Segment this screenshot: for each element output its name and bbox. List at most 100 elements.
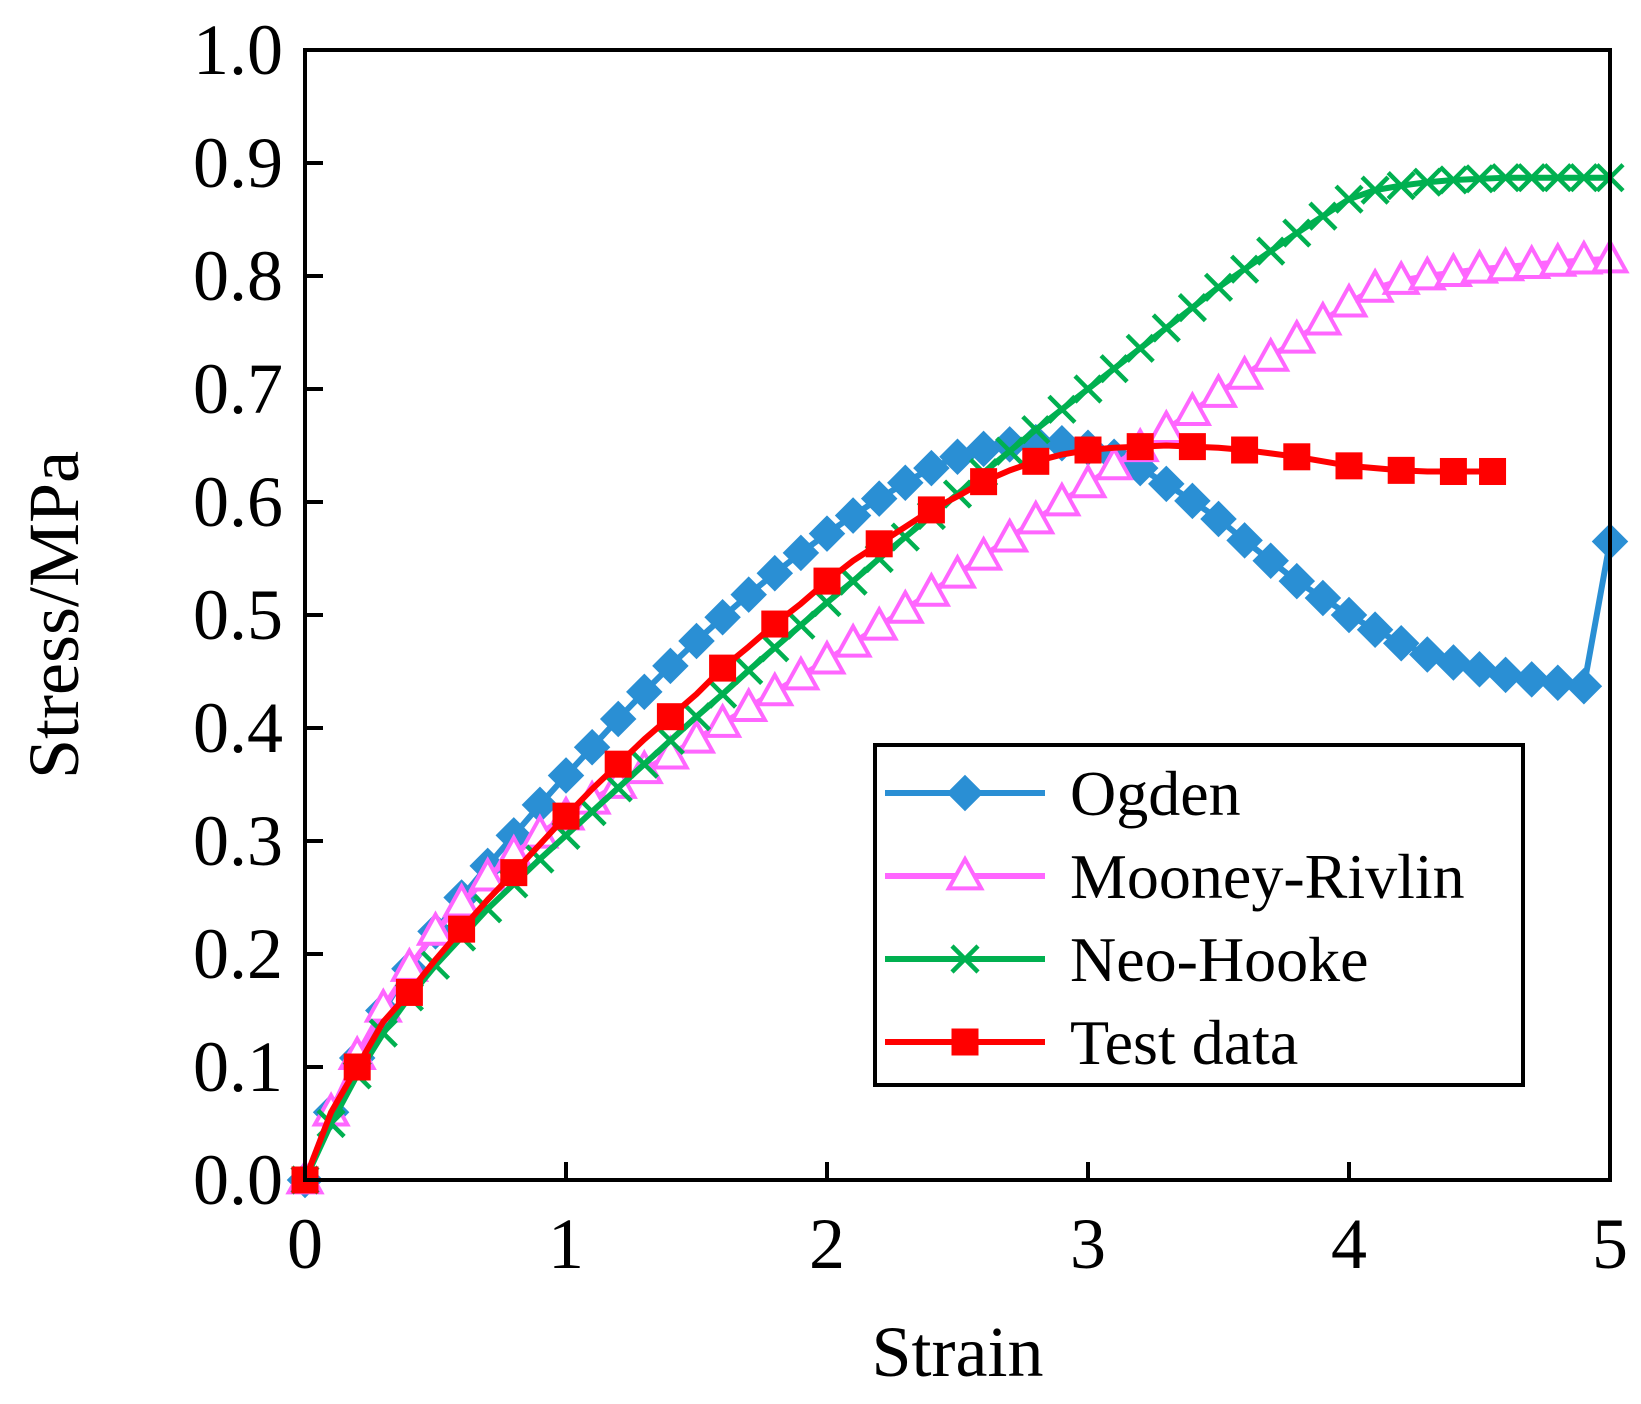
data-point [865, 530, 893, 558]
data-point [1283, 443, 1311, 471]
data-point [343, 1053, 371, 1081]
data-point [1282, 218, 1312, 248]
data-point [1381, 259, 1421, 295]
data-point [1278, 562, 1316, 600]
data-point [807, 639, 847, 675]
data-point [1303, 300, 1343, 336]
x-tick-label: 5 [1592, 1204, 1628, 1284]
data-point [1491, 163, 1521, 193]
legend-marker [945, 854, 985, 891]
data-point [1230, 254, 1260, 284]
data-point [1539, 664, 1577, 702]
data-point [885, 588, 925, 624]
data-point [1200, 500, 1237, 538]
data-point [577, 797, 607, 827]
axes: 0.0 0.1 0.2 0.3 0.4 0.5 0.6 0.7 0.8 0.9 1.0 0 1 2 3 4 5 S… [14, 10, 1628, 1392]
data-point [1569, 163, 1599, 193]
data-point [652, 647, 689, 685]
data-point [911, 571, 952, 607]
data-point [786, 610, 816, 640]
data-point [573, 728, 611, 766]
data-point [1438, 165, 1468, 195]
data-point [756, 554, 794, 592]
data-point [730, 576, 767, 613]
data-point [655, 725, 685, 756]
y-axis-label: Stress/MPa [14, 451, 94, 779]
data-point [1433, 251, 1474, 287]
data-point [1042, 480, 1082, 517]
data-point [1439, 457, 1467, 485]
x-tick-label: 4 [1331, 1204, 1367, 1284]
data-point [656, 703, 684, 731]
data-point [1335, 452, 1363, 480]
data-point [1386, 171, 1416, 201]
data-point [1513, 661, 1550, 698]
data-point [626, 673, 663, 711]
data-point [760, 633, 790, 663]
data-point [1174, 482, 1211, 520]
data-point [681, 702, 712, 732]
data-point [1099, 354, 1129, 384]
data-point [473, 894, 503, 924]
y-tick-label: 0.2 [193, 914, 283, 994]
data-point [1172, 390, 1213, 426]
legend-label: Mooney-Rivlin [1070, 841, 1465, 912]
data-point [890, 522, 920, 552]
data-point [1178, 433, 1206, 461]
data-point [1021, 415, 1051, 445]
data-point [1252, 542, 1289, 580]
data-point [1231, 436, 1259, 464]
data-point [1226, 522, 1263, 559]
data-point [1330, 596, 1368, 634]
data-point [1334, 184, 1364, 214]
series-test-data [291, 433, 1507, 1194]
plot-area [285, 163, 1630, 1199]
data-point [603, 773, 633, 803]
data-point [761, 610, 789, 638]
data-point [833, 622, 873, 658]
data-point [1125, 333, 1155, 363]
y-tick-label: 0.4 [193, 688, 283, 768]
legend-label: Ogden [1070, 758, 1241, 829]
data-point [1565, 667, 1603, 705]
data-point [1512, 243, 1552, 280]
data-point [860, 480, 898, 517]
data-point [734, 655, 764, 685]
data-point [1487, 656, 1524, 694]
data-point [1016, 499, 1056, 535]
y-tick-label: 0.8 [193, 236, 283, 316]
data-point [709, 654, 737, 682]
x-tick-label: 0 [287, 1204, 323, 1284]
data-point [1304, 579, 1342, 617]
data-point [859, 605, 899, 641]
data-point [1094, 444, 1134, 481]
data-point [552, 802, 580, 830]
data-point [1073, 374, 1103, 404]
data-point [1356, 611, 1394, 648]
legend-marker [946, 774, 984, 812]
data-point [1203, 272, 1234, 302]
y-tick-label: 0.9 [193, 123, 283, 203]
legend-label: Neo-Hooke [1070, 924, 1369, 995]
data-point [441, 882, 482, 918]
data-point [599, 700, 637, 738]
y-tick-label: 0.6 [193, 462, 283, 542]
data-point [1251, 336, 1291, 372]
x-axis-label: Strain [872, 1312, 1044, 1392]
legend-item: Ogden [885, 758, 1241, 829]
legend-item: Mooney-Rivlin [885, 841, 1465, 912]
y-tick-label: 0.7 [193, 349, 283, 429]
data-point [1461, 650, 1498, 688]
data-point [887, 464, 924, 502]
legend-box [873, 743, 1525, 1087]
data-point [1308, 201, 1338, 231]
legend-marker [951, 1028, 979, 1056]
data-point [1459, 248, 1500, 284]
x-tick-label: 3 [1070, 1204, 1106, 1284]
data-point [1412, 167, 1442, 197]
data-point [1435, 644, 1472, 681]
data-point [678, 622, 715, 660]
data-point [500, 859, 528, 887]
